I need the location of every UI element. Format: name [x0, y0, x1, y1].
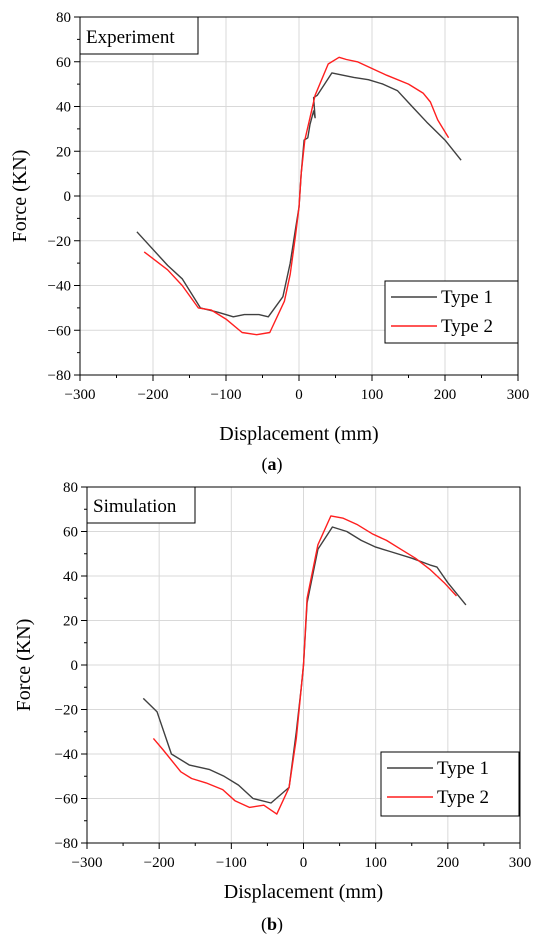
- panel-a-series-line-1: [136, 72, 462, 318]
- panel-a-y-tick-label: 20: [56, 144, 71, 160]
- panel-a-x-tick-label: −300: [65, 387, 96, 403]
- panel-a-y-tick-label: −40: [48, 279, 71, 295]
- panel-b-y-tick-label: −20: [55, 703, 78, 719]
- panel-b-y-tick-label: 40: [63, 569, 78, 585]
- panel-a-y-axis-title: Force (KN): [9, 150, 31, 243]
- panel-b-title-box: [86, 486, 196, 524]
- panel-a-title: Experiment: [86, 27, 175, 48]
- panel-b-x-tick-label: 0: [300, 855, 308, 871]
- panel-a-y-tick-label: 40: [56, 100, 71, 116]
- panel-a-x-tick-label: 200: [434, 387, 457, 403]
- panel-b-y-tick-label: −60: [55, 792, 78, 808]
- panel-b-x-tick-label: 300: [509, 855, 532, 871]
- panel-b-x-axis-title: Displacement (mm): [224, 881, 383, 903]
- panel-a-y-tick-label: 80: [56, 10, 71, 26]
- panel-b-x-tick-label: −100: [216, 855, 247, 871]
- panel-b-x-tick-label: −200: [144, 855, 175, 871]
- panel-a-y-tick-label: 0: [64, 189, 72, 205]
- panel-b-panel-label: (b): [261, 914, 283, 935]
- panel-a-y-tick-label: 60: [56, 55, 71, 71]
- panel-b-series-line-2: [152, 515, 458, 815]
- panel-a-series-line-2: [143, 56, 450, 336]
- panel-b-legend-label-1: Type 1: [437, 758, 489, 779]
- panel-a-x-tick-label: 0: [295, 387, 303, 403]
- panel-b-legend-box: [380, 751, 520, 817]
- panel-b-y-tick-label: 0: [71, 658, 79, 674]
- panel-b-title: Simulation: [93, 496, 177, 517]
- panel-b-x-tick-label: −300: [72, 855, 103, 871]
- panel-a-legend-box: [384, 280, 519, 344]
- panel-b-y-tick-label: −40: [55, 747, 78, 763]
- panel-a-title-box: [79, 16, 199, 55]
- panel-b-x-tick-label: 100: [364, 855, 387, 871]
- panel-a-x-tick-label: 100: [361, 387, 384, 403]
- panel-a-legend-label-1: Type 1: [441, 287, 493, 308]
- panel-a-y-tick-label: −20: [48, 234, 71, 250]
- panel-b-legend-label-2: Type 2: [437, 787, 489, 808]
- panel-a-x-tick-label: −100: [211, 387, 242, 403]
- panel-a-x-axis-title: Displacement (mm): [219, 423, 378, 445]
- panel-a-legend-label-2: Type 2: [441, 316, 493, 337]
- panel-a-panel-label: (a): [262, 454, 283, 475]
- panel-b-y-tick-label: 20: [63, 614, 78, 630]
- panel-a-x-tick-label: −200: [138, 387, 169, 403]
- panel-a-y-tick-label: −60: [48, 323, 71, 339]
- panel-a-y-tick-label: −80: [48, 368, 71, 384]
- panel-a-x-tick-label: 300: [507, 387, 530, 403]
- panel-b-y-axis-title: Force (KN): [13, 619, 35, 712]
- panel-b-y-tick-label: −80: [55, 836, 78, 852]
- panel-b-y-tick-label: 60: [63, 525, 78, 541]
- panel-b-y-tick-label: 80: [63, 480, 78, 496]
- panel-b-x-tick-label: 200: [437, 855, 460, 871]
